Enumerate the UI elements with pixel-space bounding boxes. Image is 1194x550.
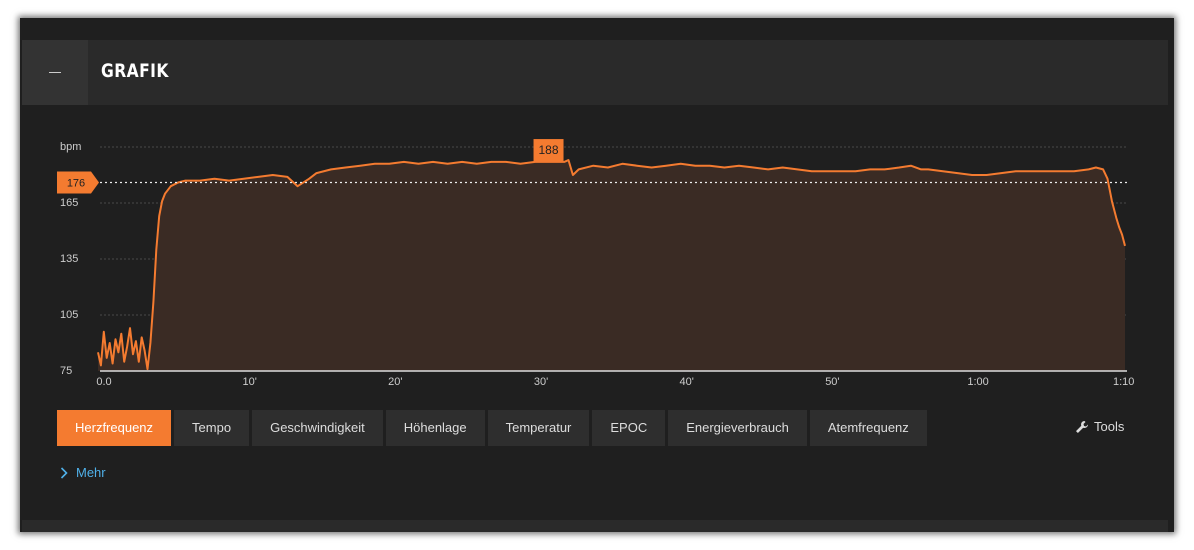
x-tick-label: 50' — [825, 376, 839, 388]
y-tick-label: 105 — [60, 309, 78, 321]
wrench-icon — [1076, 420, 1088, 433]
line — [97, 159, 1126, 371]
area — [98, 160, 1125, 371]
more-link[interactable]: Mehr — [60, 465, 106, 480]
tab[interactable]: Tempo — [174, 410, 250, 446]
y-tick-label: 135 — [60, 253, 78, 265]
x-tick-label: 1:10 — [1113, 376, 1134, 388]
x-tick-label: 1:00 — [967, 376, 988, 388]
tab[interactable]: Höhenlage — [385, 410, 485, 446]
tab[interactable]: Geschwindigkeit — [252, 410, 383, 446]
chevron-icon — [60, 466, 68, 479]
header: GRAFIK — [22, 40, 1168, 105]
tools-button[interactable]: Tools — [1075, 419, 1124, 434]
tab-bar: Herzfrequenz Tempo Geschwindigkeit Höhenlag… — [57, 410, 927, 446]
average-badge — [57, 171, 99, 194]
tab[interactable]: Herzfrequenz — [57, 410, 172, 446]
tab[interactable]: Energieverbrauch — [668, 410, 807, 446]
y-tick-label: 165 — [60, 197, 78, 209]
next-section — [22, 520, 1168, 532]
y-axis-label: bpm — [60, 141, 81, 153]
average-label: 176 — [67, 177, 85, 189]
tools-label: Tools — [1094, 419, 1125, 434]
tab[interactable]: Temperatur — [487, 410, 590, 446]
more-label: Mehr — [76, 465, 106, 480]
collapse-button[interactable] — [22, 40, 88, 105]
y-tick-label: 75 — [60, 365, 72, 377]
tab[interactable]: EPOC — [592, 410, 666, 446]
max-badge — [533, 139, 564, 162]
x-tick-label: 0.0 — [96, 376, 111, 388]
section-title: GRAFIK — [101, 60, 169, 82]
x-tick-label: 30' — [534, 376, 548, 388]
x-tick-label: 10' — [243, 376, 257, 388]
tab[interactable]: Atemfrequenz — [809, 410, 927, 446]
max-label: 188 — [539, 143, 559, 157]
x-tick-label: 40' — [680, 376, 694, 388]
x-tick-label: 20' — [388, 376, 402, 388]
